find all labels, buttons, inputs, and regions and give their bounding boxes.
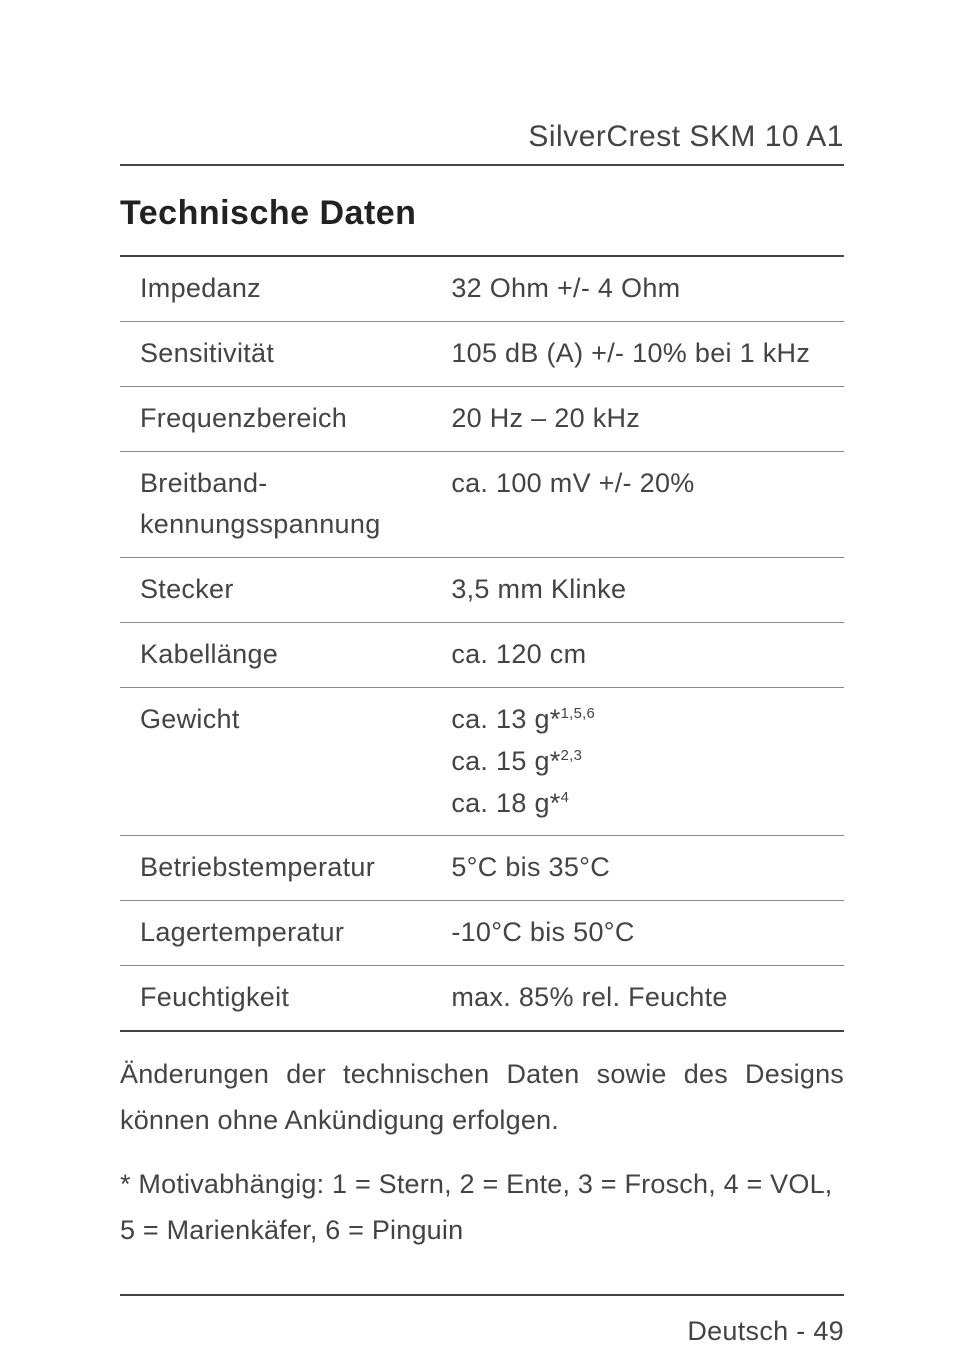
spec-value: 5°C bis 35°C [431,836,844,900]
spec-label: Breitband-kennungsspannung [120,452,431,558]
product-header: SilverCrest SKM 10 A1 [120,120,844,166]
footnote-text: * Motivabhängig: 1 = Stern, 2 = Ente, 3 … [120,1162,844,1254]
spec-label: Impedanz [120,257,431,321]
table-row: Lagertemperatur -10°C bis 50°C [120,901,844,966]
table-row: Gewicht ca. 13 g*1,5,6ca. 15 g*2,3ca. 18… [120,688,844,837]
table-row: Frequenzbereich 20 Hz – 20 kHz [120,387,844,452]
spec-value: max. 85% rel. Feuchte [431,966,844,1030]
spec-label: Frequenzbereich [120,387,431,451]
spec-label: Betriebstemperatur [120,836,431,900]
footer-lang-page: Deutsch - 49 [687,1316,844,1346]
spec-label: Sensitivität [120,322,431,386]
table-row: Kabellänge ca. 120 cm [120,623,844,688]
spec-value: 32 Ohm +/- 4 Ohm [431,257,844,321]
spec-value: 3,5 mm Klinke [431,558,844,622]
spec-label: Gewicht [120,688,431,836]
disclaimer-text: Änderungen der technischen Daten sowie d… [120,1052,844,1144]
spec-label: Feuchtigkeit [120,966,431,1030]
spec-value: 20 Hz – 20 kHz [431,387,844,451]
page-footer: Deutsch - 49 [120,1294,844,1347]
section-title: Technische Daten [120,194,844,233]
table-row: Betriebstemperatur 5°C bis 35°C [120,836,844,901]
table-row: Sensitivität 105 dB (A) +/- 10% bei 1 kH… [120,322,844,387]
spec-value-weight: ca. 13 g*1,5,6ca. 15 g*2,3ca. 18 g*4 [431,688,844,836]
table-row: Stecker 3,5 mm Klinke [120,558,844,623]
spec-label: Stecker [120,558,431,622]
spec-value: -10°C bis 50°C [431,901,844,965]
spec-value: ca. 100 mV +/- 20% [431,452,844,558]
table-row: Impedanz 32 Ohm +/- 4 Ohm [120,257,844,322]
table-row: Breitband-kennungsspannung ca. 100 mV +/… [120,452,844,559]
page: SilverCrest SKM 10 A1 Technische Daten I… [0,0,954,1371]
spec-table: Impedanz 32 Ohm +/- 4 Ohm Sensitivität 1… [120,255,844,1032]
spec-value: 105 dB (A) +/- 10% bei 1 kHz [431,322,844,386]
product-name: SilverCrest SKM 10 A1 [528,120,844,153]
spec-value: ca. 120 cm [431,623,844,687]
table-row: Feuchtigkeit max. 85% rel. Feuchte [120,966,844,1030]
spec-label: Lagertemperatur [120,901,431,965]
spec-label: Kabellänge [120,623,431,687]
